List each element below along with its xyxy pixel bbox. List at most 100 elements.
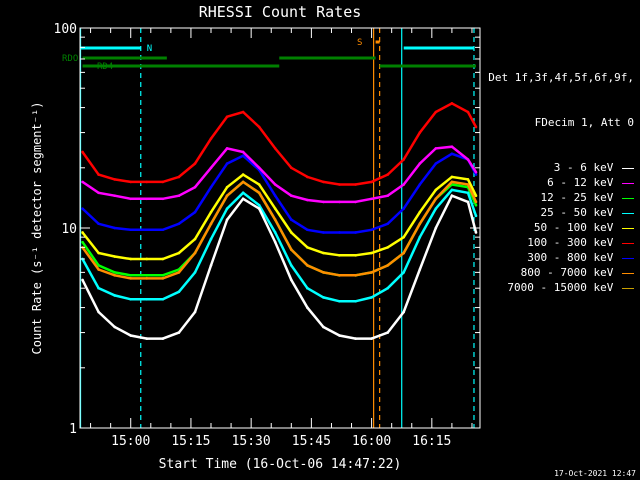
data-point-2-5 xyxy=(161,274,165,277)
data-point-4-14 xyxy=(306,246,309,249)
y-tick-label-1: 10 xyxy=(61,222,77,237)
data-point-7-14 xyxy=(306,264,309,267)
data-point-5-19 xyxy=(386,173,389,176)
data-point-6-13 xyxy=(290,218,293,222)
data-point-3-25 xyxy=(474,214,478,218)
data-point-3-19 xyxy=(386,286,389,290)
data-point-3-5 xyxy=(161,298,165,301)
annotation-rd4: RD4 xyxy=(97,62,113,72)
data-point-3-13 xyxy=(290,264,293,267)
data-point-4-10 xyxy=(241,173,245,176)
data-point-6-12 xyxy=(273,194,277,198)
data-point-6-16 xyxy=(338,231,341,234)
legend-entry-3: 25 - 50 keV xyxy=(488,205,634,220)
data-point-4-6 xyxy=(177,251,181,255)
data-point-1-18 xyxy=(370,197,373,201)
data-point-1-11 xyxy=(257,166,261,170)
data-point-1-8 xyxy=(209,166,213,170)
legend-entry-2: 12 - 25 keV xyxy=(488,190,634,205)
data-point-6-6 xyxy=(177,222,181,226)
data-point-5-18 xyxy=(370,180,373,184)
data-point-5-21 xyxy=(418,131,422,134)
data-point-7-7 xyxy=(193,251,197,255)
data-point-7-19 xyxy=(386,264,389,267)
data-point-6-0 xyxy=(81,207,84,210)
data-point-5-14 xyxy=(306,175,309,179)
data-point-3-24 xyxy=(466,191,470,195)
data-point-7-23 xyxy=(450,180,454,184)
data-point-0-22 xyxy=(434,226,438,230)
annotation-n: N xyxy=(147,44,152,54)
data-point-0-17 xyxy=(354,337,357,340)
data-point-0-5 xyxy=(161,337,165,340)
x-axis-label: Start Time (16-Oct-06 14:47:22) xyxy=(159,457,402,472)
x-tick-label-0: 15:00 xyxy=(111,434,150,449)
legend-entries: 3 - 6 keV 6 - 12 keV 12 - 25 keV 25 - 50… xyxy=(488,160,634,295)
data-point-6-1 xyxy=(97,222,100,226)
data-point-3-3 xyxy=(129,298,133,301)
data-point-5-12 xyxy=(273,147,277,150)
plot-area: N RDO RD4 S 1 10 100 15:00 15:15 15:30 15:45 16:00 1… xyxy=(54,22,481,449)
data-point-3-8 xyxy=(209,237,213,241)
data-point-2-25 xyxy=(474,203,478,207)
data-point-7-4 xyxy=(145,277,149,280)
data-point-7-13 xyxy=(290,248,293,251)
data-point-4-15 xyxy=(322,251,325,255)
data-point-0-11 xyxy=(257,207,261,210)
data-point-7-18 xyxy=(370,271,373,274)
data-point-7-22 xyxy=(434,197,438,201)
legend-label-2: 12 - 25 keV xyxy=(540,191,620,204)
data-point-6-18 xyxy=(370,228,373,232)
data-point-1-7 xyxy=(193,185,197,189)
data-point-4-3 xyxy=(129,257,133,261)
legend-label-6: 300 - 800 keV xyxy=(527,251,620,264)
data-point-4-21 xyxy=(418,210,422,214)
data-point-5-17 xyxy=(354,183,357,186)
data-point-3-16 xyxy=(338,300,341,303)
data-point-3-6 xyxy=(177,290,181,294)
data-point-1-2 xyxy=(113,194,116,198)
data-point-1-3 xyxy=(129,197,133,201)
data-point-6-7 xyxy=(193,210,197,214)
data-point-4-16 xyxy=(338,254,341,257)
data-point-0-13 xyxy=(290,278,293,282)
data-point-5-3 xyxy=(129,180,133,184)
data-point-0-2 xyxy=(113,325,116,329)
legend-label-5: 100 - 300 keV xyxy=(527,236,620,249)
data-point-1-0 xyxy=(81,180,84,184)
data-point-5-2 xyxy=(113,178,116,181)
legend-swatch-7 xyxy=(622,272,634,274)
series-line-4 xyxy=(81,173,478,261)
data-point-0-20 xyxy=(402,310,406,314)
data-point-1-15 xyxy=(322,200,325,204)
data-point-4-1 xyxy=(97,251,100,255)
data-point-3-7 xyxy=(193,271,197,274)
data-point-0-15 xyxy=(322,325,325,329)
data-point-5-20 xyxy=(402,158,406,161)
data-point-4-22 xyxy=(434,188,438,192)
data-point-1-25 xyxy=(474,170,478,174)
data-point-5-7 xyxy=(193,162,197,165)
x-tick-label-5: 16:15 xyxy=(412,434,451,449)
data-point-6-21 xyxy=(418,183,422,186)
data-point-7-6 xyxy=(177,271,181,274)
data-point-6-25 xyxy=(474,173,478,176)
data-point-1-19 xyxy=(386,194,389,198)
legend-swatch-0 xyxy=(622,167,634,169)
data-point-1-9 xyxy=(225,147,229,150)
x-tick-label-3: 15:45 xyxy=(292,434,331,449)
data-point-4-24 xyxy=(466,178,470,181)
series-line-3 xyxy=(81,188,478,303)
y-tick-label-2: 100 xyxy=(54,22,77,37)
series-line-5 xyxy=(81,101,478,186)
legend-entry-6: 300 - 800 keV xyxy=(488,250,634,265)
data-point-1-24 xyxy=(466,158,470,161)
data-point-7-5 xyxy=(161,277,165,280)
data-point-1-21 xyxy=(418,162,422,165)
data-point-4-9 xyxy=(225,185,229,189)
data-point-5-0 xyxy=(81,150,84,154)
data-point-0-4 xyxy=(145,337,149,340)
data-point-6-14 xyxy=(306,228,309,232)
data-point-3-23 xyxy=(450,188,454,192)
data-point-0-16 xyxy=(338,334,341,337)
